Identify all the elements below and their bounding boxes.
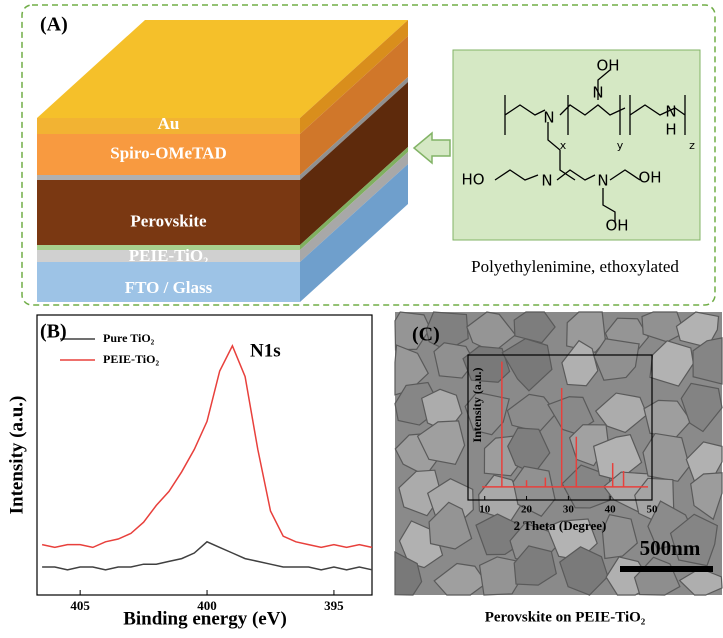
grain xyxy=(566,311,607,353)
atom-label: N xyxy=(543,109,554,127)
atom-label: H xyxy=(665,121,676,139)
grain xyxy=(513,545,557,586)
atom-label: N xyxy=(665,103,676,121)
grain xyxy=(501,338,553,392)
x-tick-label: 395 xyxy=(324,598,344,613)
layer-side xyxy=(300,164,408,302)
layer-side xyxy=(300,20,408,134)
molecule-bonds xyxy=(494,69,686,222)
grain xyxy=(669,513,718,567)
device-stack: Au Spiro-OMeTAD Perovskite PEIE-TiO₂ FTO / G… xyxy=(37,20,408,302)
grain xyxy=(416,420,466,466)
x-tick-label: 400 xyxy=(197,598,217,613)
grain xyxy=(464,391,510,436)
x-tick-label: 20 xyxy=(521,504,533,516)
grain xyxy=(593,338,640,381)
layer-label: Perovskite xyxy=(130,211,207,230)
atom-label: y xyxy=(617,139,624,152)
panel-c: (C) 10 20 30 40 50 2 Theta (Degree) Intensity (… xyxy=(394,311,723,625)
line-series xyxy=(41,343,373,549)
layer-label: Au xyxy=(158,114,180,133)
atom-label: OH xyxy=(605,217,628,235)
panel-a-frame xyxy=(21,4,716,306)
arrow xyxy=(412,131,451,165)
grain xyxy=(394,550,423,596)
annotation: N1s xyxy=(250,340,281,361)
atom-label: N xyxy=(592,84,603,102)
molecule-name: Polyethylenimine, ethoxylated xyxy=(471,257,679,276)
x-tick-label: 10 xyxy=(479,504,491,516)
atom-label: x xyxy=(560,139,567,152)
y-axis-label: Intensity (a.u.) xyxy=(470,367,484,442)
atom-label: z xyxy=(689,139,695,152)
layer-front xyxy=(37,250,300,262)
panel-label: (C) xyxy=(412,324,440,346)
x-axis-label: 2 Theta (Degree) xyxy=(514,518,607,533)
grain xyxy=(594,392,648,434)
layer-side xyxy=(300,152,408,262)
layer-top xyxy=(37,20,408,118)
grain xyxy=(692,337,723,385)
grain xyxy=(433,342,476,379)
grain xyxy=(433,562,488,596)
atom-label: N xyxy=(541,172,552,190)
y-axis-label: Intensity (a.u.) xyxy=(6,396,27,515)
atom-label: N xyxy=(597,172,608,190)
x-tick-label: 405 xyxy=(70,598,90,613)
layer-front xyxy=(37,180,300,245)
scale-bar xyxy=(620,566,713,572)
layer-label: Spiro-OMeTAD xyxy=(110,143,226,162)
layer-side xyxy=(300,82,408,245)
layer-front xyxy=(37,262,300,302)
layer-side xyxy=(300,36,408,175)
grain xyxy=(512,465,556,517)
layer-front xyxy=(37,134,300,175)
scale-bar-label: 500nm xyxy=(640,536,701,560)
x-axis-label: Binding energy (eV) xyxy=(123,608,287,629)
grain xyxy=(680,382,723,433)
atom-label: OH xyxy=(596,57,619,75)
layer-side xyxy=(300,147,408,250)
panel-b: 405 400 395 Pure TiO₂ PEIE-TiO₂ (B) N1s Binding… xyxy=(6,314,373,629)
caption: Perovskite on PEIE-TiO₂ xyxy=(485,609,646,625)
grain xyxy=(394,311,431,351)
layer-front xyxy=(37,175,300,180)
panel-label: (A) xyxy=(40,14,68,36)
line-series xyxy=(42,540,373,571)
inset-frame xyxy=(467,354,653,501)
legend-label: Pure TiO₂ xyxy=(103,331,155,345)
grain xyxy=(478,556,523,596)
grain xyxy=(690,472,723,521)
x-tick-label: 50 xyxy=(647,504,659,516)
grain xyxy=(678,567,723,596)
grain xyxy=(601,513,638,560)
molecule-box xyxy=(452,49,701,241)
grain xyxy=(642,432,691,482)
x-tick-label: 40 xyxy=(605,504,617,516)
grain xyxy=(513,311,556,344)
layer-front xyxy=(37,118,300,134)
grain xyxy=(561,339,599,387)
atom-label: HO xyxy=(461,171,484,189)
grain xyxy=(559,546,609,596)
x-tick-label: 30 xyxy=(563,504,575,516)
legend-label: PEIE-TiO₂ xyxy=(103,352,159,366)
plot-frame xyxy=(36,314,373,596)
layer-label: FTO / Glass xyxy=(125,278,213,297)
atom-label: OH xyxy=(638,169,661,187)
layer-side xyxy=(300,77,408,180)
layer-front xyxy=(37,245,300,250)
grain xyxy=(428,501,473,550)
layer-label: PEIE-TiO₂ xyxy=(129,246,208,265)
panel-label: (B) xyxy=(40,321,67,343)
